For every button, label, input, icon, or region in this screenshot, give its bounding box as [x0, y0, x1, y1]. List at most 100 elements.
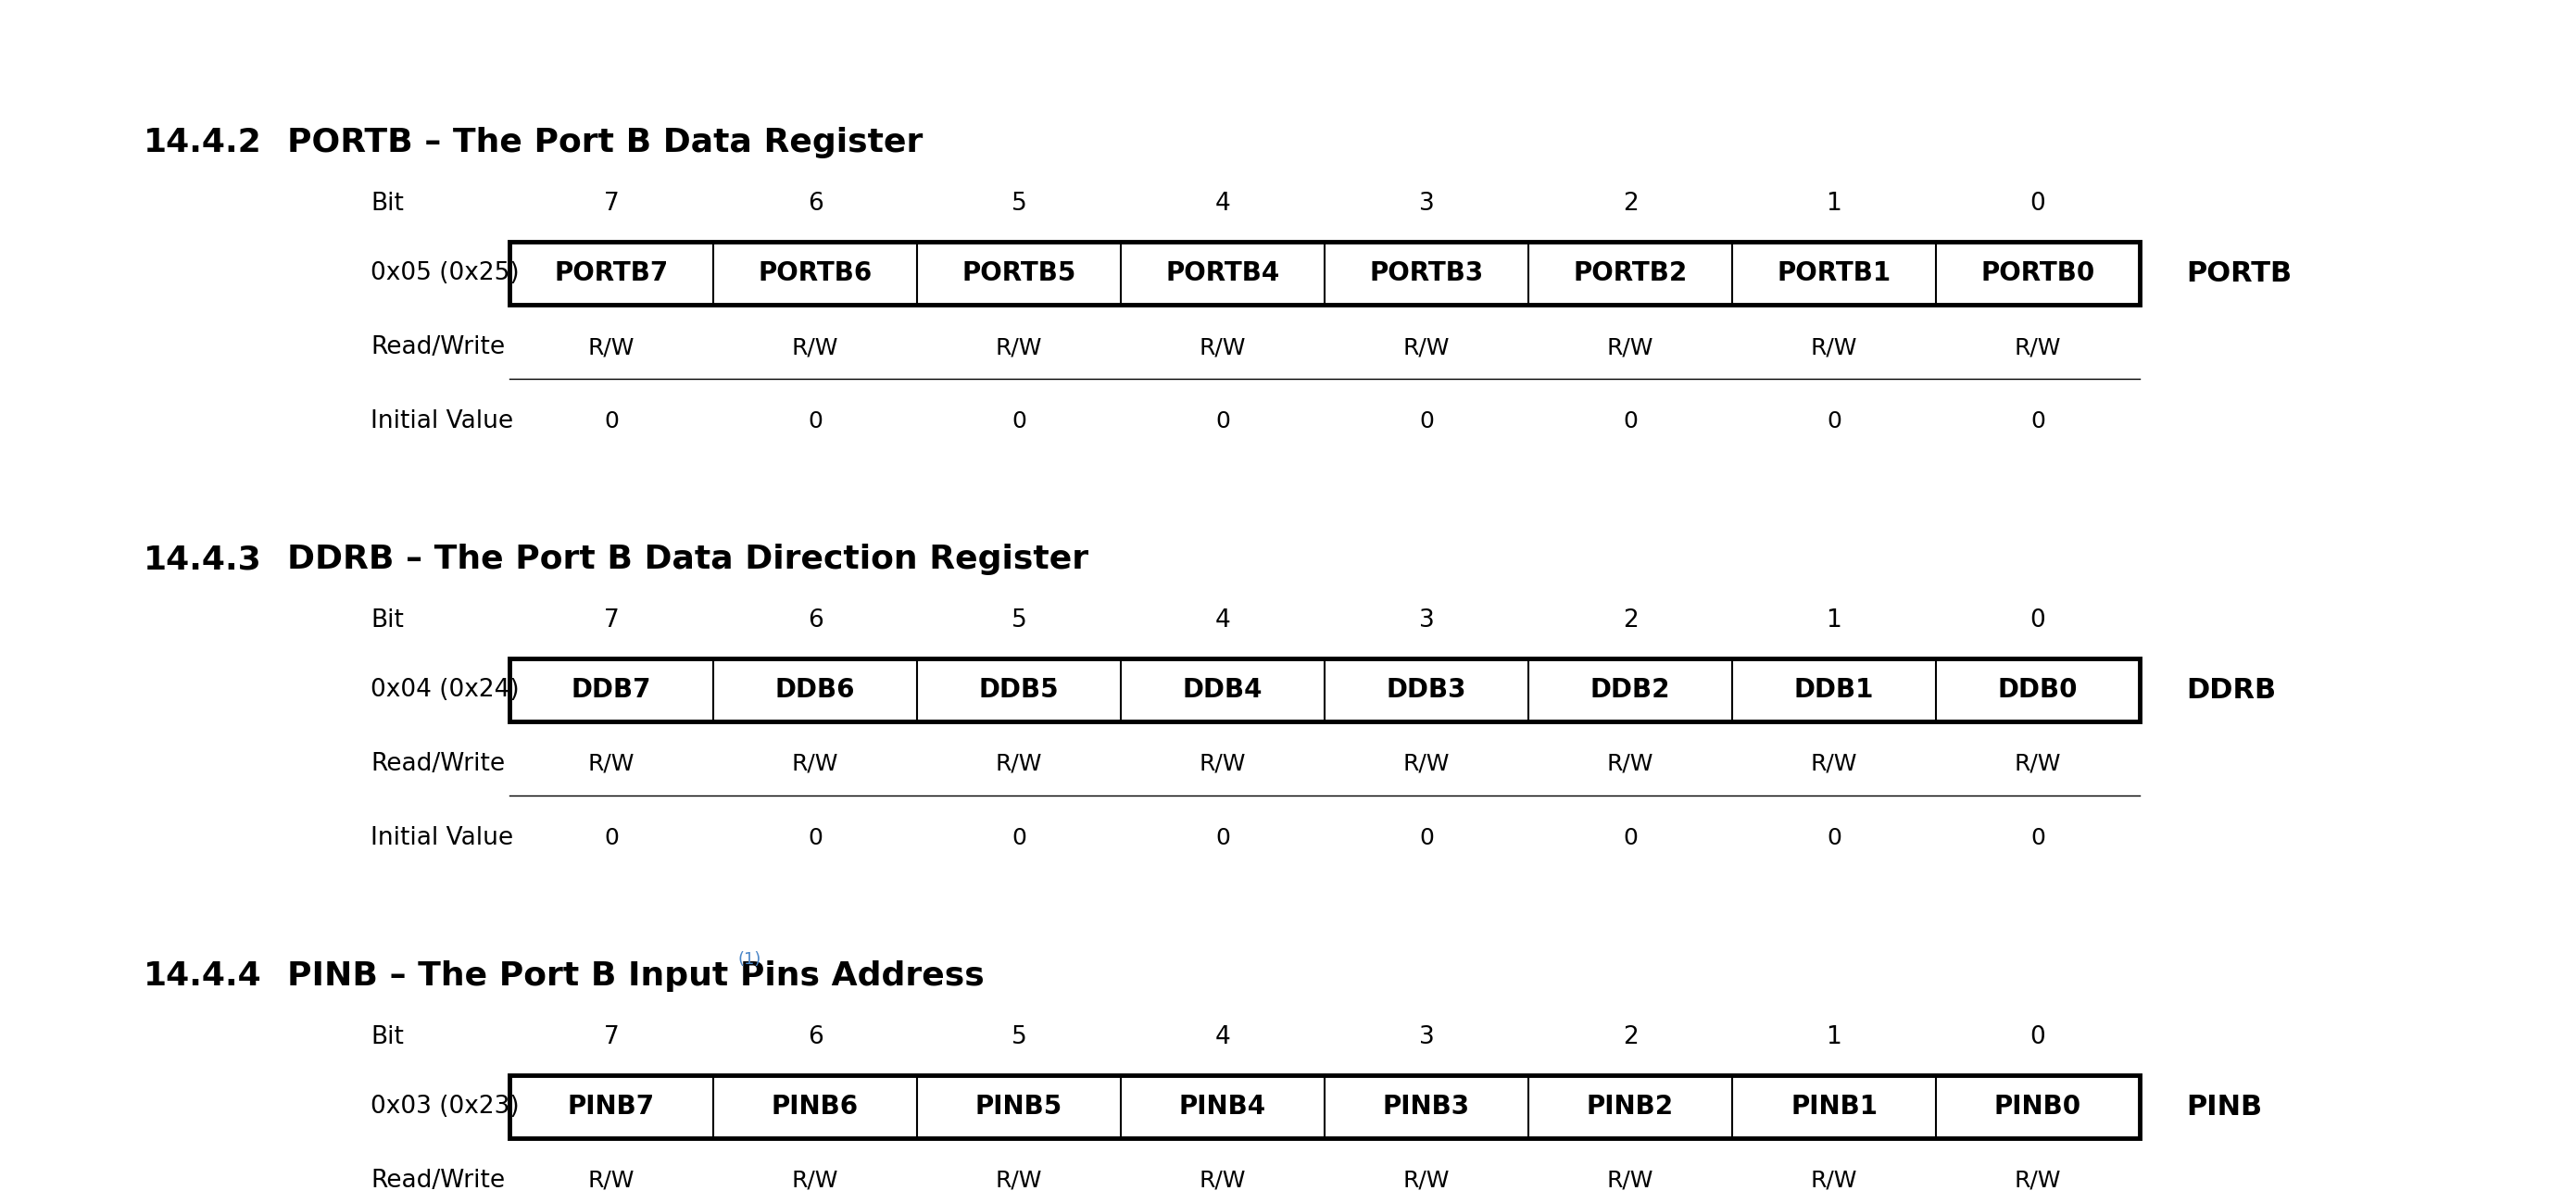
Text: (1): (1) [737, 952, 760, 967]
Text: 0x04 (0x24): 0x04 (0x24) [371, 678, 520, 703]
Text: R/W: R/W [1811, 336, 1857, 358]
Text: 0: 0 [1826, 410, 1842, 433]
Text: R/W: R/W [587, 1169, 634, 1192]
Text: PINB0: PINB0 [1994, 1094, 2081, 1120]
Text: R/W: R/W [994, 336, 1043, 358]
Text: Read/Write: Read/Write [371, 1169, 505, 1193]
Text: 0: 0 [603, 410, 618, 433]
Text: PINB4: PINB4 [1180, 1094, 1267, 1120]
Text: DDRB: DDRB [2187, 676, 2277, 704]
Text: PORTB3: PORTB3 [1370, 260, 1484, 286]
Text: 6: 6 [806, 191, 822, 215]
Text: R/W: R/W [1811, 1169, 1857, 1192]
Text: PORTB7: PORTB7 [554, 260, 667, 286]
Text: 0: 0 [1419, 826, 1435, 849]
Text: 6: 6 [806, 609, 822, 633]
Text: R/W: R/W [1200, 336, 1247, 358]
Text: PINB – The Port B Input Pins Address: PINB – The Port B Input Pins Address [286, 960, 984, 991]
Text: R/W: R/W [2014, 753, 2061, 775]
Text: 2: 2 [1623, 609, 1638, 633]
Text: 0: 0 [603, 826, 618, 849]
Text: Initial Value: Initial Value [371, 409, 513, 433]
Text: R/W: R/W [994, 1169, 1043, 1192]
Text: 1: 1 [1826, 191, 1842, 215]
Text: 0: 0 [2030, 826, 2045, 849]
Text: DDB3: DDB3 [1386, 677, 1466, 703]
Text: 0: 0 [2030, 410, 2045, 433]
Text: PINB3: PINB3 [1383, 1094, 1471, 1120]
Text: 4: 4 [1216, 609, 1231, 633]
Text: 0: 0 [1012, 410, 1025, 433]
Text: 0: 0 [2030, 191, 2045, 215]
Text: DDB2: DDB2 [1589, 677, 1669, 703]
Text: 3: 3 [1419, 1025, 1435, 1049]
Text: 5: 5 [1012, 1025, 1028, 1049]
Text: 14.4.3: 14.4.3 [144, 544, 263, 575]
Text: DDB4: DDB4 [1182, 677, 1262, 703]
Text: Read/Write: Read/Write [371, 752, 505, 776]
Bar [510, 242, 2141, 304]
Text: PORTB2: PORTB2 [1574, 260, 1687, 286]
Text: Bit: Bit [371, 191, 404, 215]
Text: PINB5: PINB5 [976, 1094, 1061, 1120]
Text: PINB2: PINB2 [1587, 1094, 1674, 1120]
Text: R/W: R/W [791, 753, 840, 775]
Text: 5: 5 [1012, 191, 1028, 215]
Text: 14.4.2: 14.4.2 [144, 126, 263, 159]
Text: 0: 0 [2030, 609, 2045, 633]
Text: 3: 3 [1419, 609, 1435, 633]
Text: 0: 0 [1623, 410, 1638, 433]
Text: Initial Value: Initial Value [371, 826, 513, 851]
Text: 0: 0 [1623, 826, 1638, 849]
Text: PINB1: PINB1 [1790, 1094, 1878, 1120]
Text: PORTB: PORTB [2187, 260, 2293, 286]
Text: 0: 0 [1216, 826, 1231, 849]
Text: R/W: R/W [587, 753, 634, 775]
Text: 1: 1 [1826, 1025, 1842, 1049]
Text: R/W: R/W [1607, 1169, 1654, 1192]
Text: Read/Write: Read/Write [371, 336, 505, 360]
Text: R/W: R/W [1607, 753, 1654, 775]
Text: Bit: Bit [371, 609, 404, 633]
Text: PORTB – The Port B Data Register: PORTB – The Port B Data Register [286, 126, 922, 159]
Text: DDB6: DDB6 [775, 677, 855, 703]
Text: R/W: R/W [1811, 753, 1857, 775]
Text: DDB0: DDB0 [1999, 677, 2079, 703]
Text: DDB5: DDB5 [979, 677, 1059, 703]
Text: PORTB6: PORTB6 [757, 260, 873, 286]
Text: Bit: Bit [371, 1025, 404, 1049]
Text: R/W: R/W [1200, 1169, 1247, 1192]
Text: DDB1: DDB1 [1793, 677, 1875, 703]
Text: PORTB0: PORTB0 [1981, 260, 2094, 286]
Text: R/W: R/W [791, 336, 840, 358]
Text: R/W: R/W [587, 336, 634, 358]
Text: 2: 2 [1623, 191, 1638, 215]
Text: 0: 0 [1826, 826, 1842, 849]
Text: 0: 0 [2030, 1025, 2045, 1049]
Text: 7: 7 [603, 191, 618, 215]
Text: DDRB – The Port B Data Direction Register: DDRB – The Port B Data Direction Registe… [286, 544, 1090, 575]
Text: PINB7: PINB7 [567, 1094, 654, 1120]
Text: 5: 5 [1012, 609, 1028, 633]
Text: 0: 0 [809, 410, 822, 433]
Text: R/W: R/W [1404, 336, 1450, 358]
Text: R/W: R/W [1607, 336, 1654, 358]
Text: 0: 0 [809, 826, 822, 849]
Text: PINB: PINB [2187, 1094, 2262, 1120]
Text: R/W: R/W [1404, 753, 1450, 775]
Text: R/W: R/W [1200, 753, 1247, 775]
Text: 6: 6 [806, 1025, 822, 1049]
Text: R/W: R/W [2014, 336, 2061, 358]
Text: 2: 2 [1623, 1025, 1638, 1049]
Text: 0x05 (0x25): 0x05 (0x25) [371, 261, 520, 285]
Text: 1: 1 [1826, 609, 1842, 633]
Text: PORTB4: PORTB4 [1164, 260, 1280, 286]
Text: PORTB5: PORTB5 [961, 260, 1077, 286]
Text: R/W: R/W [791, 1169, 840, 1192]
Text: R/W: R/W [2014, 1169, 2061, 1192]
Text: 4: 4 [1216, 1025, 1231, 1049]
Text: R/W: R/W [994, 753, 1043, 775]
Text: 4: 4 [1216, 191, 1231, 215]
Text: R/W: R/W [1404, 1169, 1450, 1192]
Text: 14.4.4: 14.4.4 [144, 960, 263, 991]
